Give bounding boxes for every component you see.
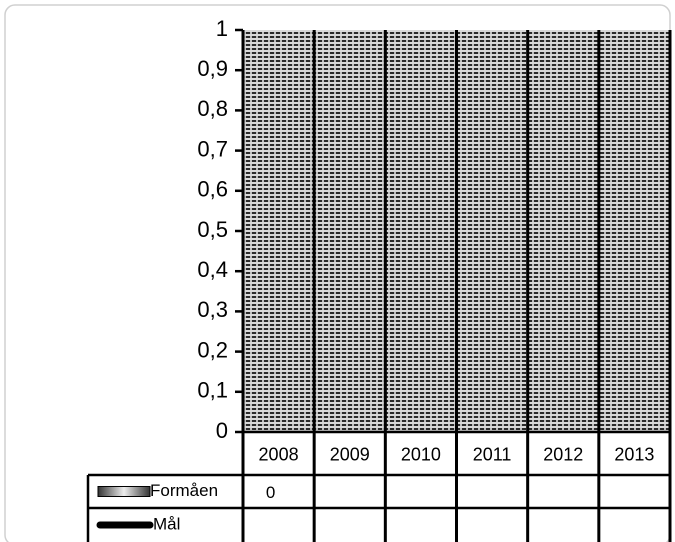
y-tick-label: 0,2 <box>197 337 228 362</box>
x-tick-label: 2013 <box>614 444 654 464</box>
y-tick-label: 0,5 <box>197 217 228 242</box>
table-value: 0 <box>266 483 275 502</box>
y-tick-label: 1 <box>216 16 228 41</box>
y-tick-label: 0,8 <box>197 96 228 121</box>
legend-key <box>97 486 151 497</box>
x-tick-label: 2010 <box>401 444 441 464</box>
y-tick-label: 0,3 <box>197 297 228 322</box>
x-tick-label: 2011 <box>473 444 512 464</box>
y-tick-label: 0,4 <box>197 257 228 282</box>
y-tick-label: 0 <box>216 418 228 443</box>
legend-label: Mål <box>153 514 180 533</box>
x-tick-label: 2012 <box>543 444 583 464</box>
y-tick-label: 0,9 <box>197 56 228 81</box>
x-tick-label: 2009 <box>330 444 370 464</box>
x-tick-label: 2008 <box>259 444 299 464</box>
y-tick-label: 0,1 <box>197 378 228 403</box>
legend-label: Formåen <box>150 481 218 500</box>
y-tick-label: 0,6 <box>197 177 228 202</box>
y-tick-label: 0,7 <box>197 136 228 161</box>
